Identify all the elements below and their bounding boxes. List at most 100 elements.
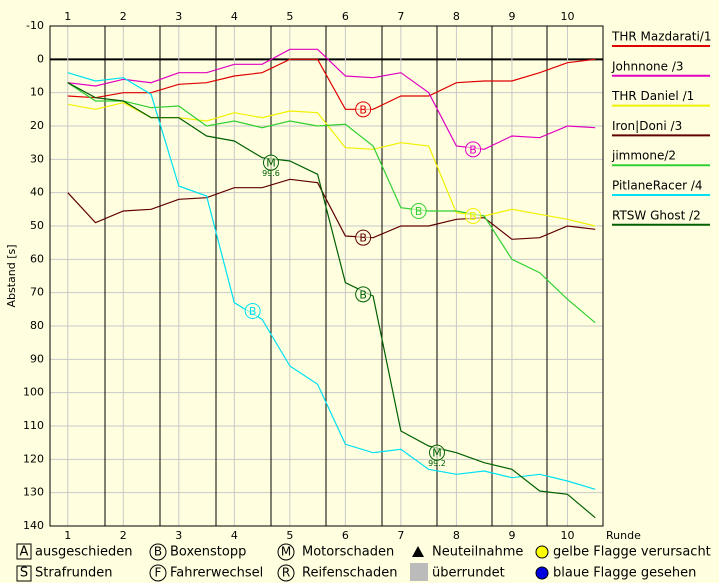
event-marker (465, 208, 482, 224)
event-marker-label: M (432, 447, 442, 460)
legend-label: PitlaneRacer /4 (612, 179, 703, 193)
x-tick-label-top: 4 (231, 10, 238, 23)
event-marker-label: B (359, 103, 367, 116)
y-tick-label: 70 (30, 286, 44, 299)
x-tick-label-top: 6 (342, 10, 349, 23)
key-text: Fahrerwechsel (170, 566, 263, 581)
y-tick-label: 100 (23, 386, 44, 399)
legend-label: THR Mazdarati/1 (611, 30, 712, 44)
x-tick-label: 5 (286, 529, 293, 542)
key-text: ausgeschieden (35, 545, 133, 560)
key-text: Neuteilnahme (432, 545, 523, 560)
legend-label: Iron|Doni /3 (612, 119, 682, 133)
y-tick-label: 20 (30, 119, 44, 132)
key-text: Motorschaden (302, 545, 394, 560)
key-text: blaue Flagge gesehen (553, 566, 696, 581)
x-tick-label-top: 9 (508, 10, 515, 23)
y-tick-label: 60 (30, 252, 44, 265)
key-symbol-circle (277, 543, 295, 561)
event-marker-label: B (469, 210, 477, 223)
y-tick-label: 80 (30, 319, 44, 332)
x-tick-label: 2 (120, 529, 127, 542)
key-symbol-square (410, 563, 428, 581)
y-tick-label: 120 (23, 452, 44, 465)
x-tick-label: 1 (64, 529, 71, 542)
y-tick-label: 10 (30, 86, 44, 99)
event-marker-label: B (249, 305, 257, 318)
legend-label: Johnnone /3 (611, 59, 684, 73)
event-marker (244, 303, 261, 319)
x-tick-label: 8 (453, 529, 460, 542)
x-tick-label: 7 (397, 529, 404, 542)
key-text: Strafrunden (35, 566, 113, 581)
x-tick-label: 10 (560, 529, 574, 542)
series-line (67, 48, 596, 150)
y-tick-label: 130 (23, 486, 44, 499)
key-symbol-circle (149, 543, 167, 561)
x-tick-label: 6 (342, 529, 349, 542)
legend-label: THR Daniel /1 (611, 89, 694, 103)
x-tick-label-top: 7 (397, 10, 404, 23)
event-marker-label: B (359, 232, 367, 245)
event-marker (355, 286, 372, 303)
key-text: Reifenschaden (302, 566, 398, 581)
x-tick-label-top: 1 (64, 10, 71, 23)
key-symbol-box (16, 565, 32, 582)
y-tick-label: 50 (30, 219, 44, 232)
series-line (67, 82, 596, 519)
event-marker-label: B (359, 288, 367, 301)
lap-lines (104, 26, 548, 526)
x-tick-label-top: 8 (453, 10, 460, 23)
key-text: überrundet (432, 566, 505, 581)
event-marker-label: B (469, 143, 477, 156)
event-marker (428, 444, 445, 461)
y-tick-label: 90 (30, 352, 44, 365)
y-tick-label: 0 (37, 52, 44, 65)
key-symbol: F (155, 566, 162, 580)
series-line (67, 82, 596, 324)
event-marker-label: B (415, 205, 423, 218)
legend-label: RTSW Ghost /2 (612, 208, 701, 222)
series-line (67, 58, 596, 110)
series-line (67, 178, 596, 240)
event-marker-label: M (266, 157, 276, 170)
key-symbol: S (20, 566, 28, 581)
legend-label: jimmone/2 (611, 149, 676, 163)
event-marker-note: 99.2 (428, 459, 446, 468)
series-line (67, 72, 596, 490)
y-tick-label: 30 (30, 152, 44, 165)
event-marker (465, 141, 482, 158)
key-symbol: R (282, 566, 290, 580)
event-marker (262, 154, 279, 171)
x-tick-label: 9 (508, 529, 515, 542)
key-symbol-circle (277, 564, 295, 582)
key-symbol: B (154, 545, 162, 559)
key: A ausgeschieden B Boxenstopp M Motorscha… (16, 543, 711, 582)
key-symbol: A (20, 545, 29, 560)
x-tick-label: 4 (231, 529, 238, 542)
y-tick-label: 110 (23, 419, 44, 432)
event-marker (355, 229, 372, 246)
x-axis-label: Runde (606, 529, 641, 542)
event-marker (410, 203, 427, 219)
key-symbol-triangle (412, 546, 424, 557)
y-axis-label: Abstand [s] (5, 244, 18, 307)
x-tick-label-top: 2 (120, 10, 127, 23)
y-tick-label: 140 (23, 519, 44, 532)
key-text: Boxenstopp (170, 545, 246, 560)
plot-frame (49, 25, 604, 527)
key-symbol-circle (149, 564, 167, 582)
y-tick-label: -10 (26, 19, 44, 32)
event-marker-note: 99.6 (262, 169, 280, 178)
y-tick-label: 40 (30, 186, 44, 199)
key-symbol-box (16, 543, 32, 560)
x-tick-label-top: 5 (286, 10, 293, 23)
key-symbol-yellow (535, 545, 549, 559)
key-symbol-blue (535, 566, 549, 580)
key-text: gelbe Flagge verursacht (553, 545, 711, 560)
event-marker (355, 101, 372, 118)
x-tick-label: 3 (175, 529, 182, 542)
